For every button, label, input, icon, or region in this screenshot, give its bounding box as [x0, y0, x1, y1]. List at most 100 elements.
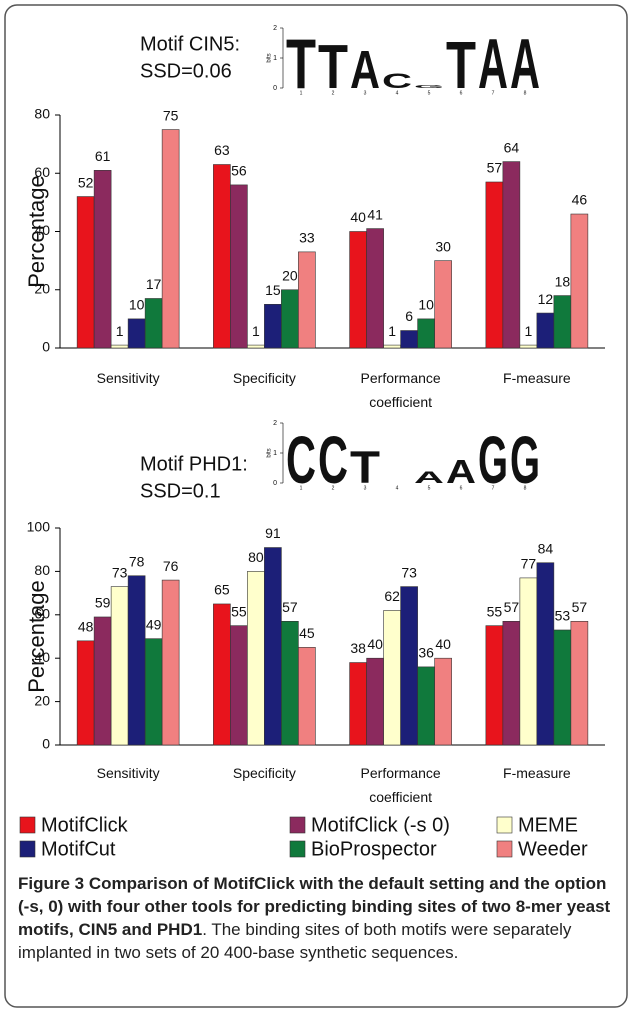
- value-label: 65: [214, 582, 230, 598]
- bar: [213, 164, 231, 349]
- caption: Figure 3 Comparison of MotifClick with t…: [18, 872, 618, 964]
- value-label: 77: [521, 556, 537, 572]
- logo-x-tick-label: 3: [364, 90, 367, 96]
- value-label: 57: [572, 599, 588, 615]
- bar: [298, 251, 316, 349]
- logo-x-tick-label: 1: [300, 90, 303, 96]
- logo-x-tick-label: 5: [428, 90, 431, 96]
- logo-x-tick-label: 1: [300, 485, 303, 491]
- logo-y-tick-label: 2: [273, 25, 277, 32]
- value-label: 73: [112, 564, 128, 580]
- logo-letter: C: [318, 424, 348, 498]
- value-label: 10: [418, 297, 434, 313]
- bar: [281, 621, 299, 746]
- y-tick-label: 80: [34, 562, 50, 578]
- logo-x-tick-label: 7: [492, 90, 495, 96]
- value-label: 80: [248, 549, 264, 565]
- logo-letter: A: [510, 25, 540, 104]
- bar: [349, 662, 367, 746]
- bar: [570, 213, 589, 349]
- value-label: 59: [95, 595, 111, 611]
- y-tick-label: 0: [42, 339, 50, 355]
- logo-letter: A: [446, 454, 476, 491]
- bar: [519, 344, 538, 349]
- logo-letter: C: [286, 424, 316, 498]
- logo-x-tick-label: 8: [524, 90, 527, 96]
- legend-swatch: [496, 816, 513, 834]
- bar: [417, 318, 435, 349]
- logo-x-tick-label: 5: [428, 485, 431, 491]
- caption-title: Comparison of MotifClick with the defaul…: [18, 874, 611, 939]
- value-label: 45: [299, 625, 315, 641]
- value-label: 40: [435, 636, 451, 652]
- bar: [485, 625, 504, 746]
- bar: [230, 184, 248, 349]
- bar: [502, 161, 521, 349]
- value-label: 6: [405, 308, 413, 324]
- logo-y-tick-label: 0: [273, 480, 277, 487]
- bar: [281, 289, 299, 349]
- bar: [161, 579, 180, 746]
- legend-swatch: [289, 816, 306, 834]
- bar: [519, 577, 538, 746]
- bar: [110, 344, 129, 349]
- logo-x-tick-label: 2: [332, 485, 335, 491]
- y-axis-label: Percentage: [24, 580, 49, 693]
- bar: [417, 666, 435, 746]
- value-label: 1: [116, 323, 124, 339]
- y-tick-label: 60: [34, 606, 50, 622]
- bar: [264, 547, 282, 746]
- bar: [213, 603, 231, 746]
- bar: [434, 260, 452, 349]
- logo-x-tick-label: 6: [460, 485, 463, 491]
- bar: [247, 344, 265, 349]
- logo-x-tick-label: 4: [396, 90, 399, 96]
- value-label: 63: [214, 142, 230, 158]
- legend-swatch: [289, 840, 306, 858]
- value-label: 64: [504, 139, 520, 155]
- figure-border: [4, 4, 628, 1008]
- chart-subtitle: SSD=0.1: [140, 480, 221, 502]
- legend-label: BioProspector: [311, 838, 437, 860]
- logo-y-tick-label: 2: [273, 420, 277, 427]
- chart-title: Motif PHD1:: [140, 453, 248, 475]
- value-label: 55: [231, 603, 247, 619]
- bar: [127, 575, 146, 746]
- bar: [485, 181, 504, 349]
- bar: [349, 231, 367, 349]
- logo-letter: C: [382, 70, 412, 93]
- x-tick-label: Performance coefficient: [360, 765, 441, 805]
- bar: [383, 610, 401, 746]
- value-label: 1: [252, 323, 260, 339]
- logo-letter: A: [350, 40, 380, 100]
- y-tick-label: 0: [42, 736, 50, 752]
- value-label: 18: [555, 273, 571, 289]
- x-tick-label: Sensitivity: [96, 765, 160, 781]
- value-label: 75: [163, 107, 179, 123]
- bar: [230, 625, 248, 746]
- logo-y-label: bits: [267, 448, 273, 457]
- logo-letter: A: [414, 468, 444, 487]
- bar: [400, 586, 418, 746]
- logo-x-tick-label: 6: [460, 90, 463, 96]
- y-tick-label: 40: [34, 649, 50, 665]
- value-label: 36: [418, 645, 434, 661]
- logo-letter: T: [318, 32, 348, 102]
- chart-subtitle: SSD=0.06: [140, 60, 232, 82]
- logo-letter: G: [414, 84, 444, 89]
- logo-letter: G: [478, 424, 508, 498]
- value-label: 61: [95, 148, 111, 164]
- logo-x-tick-label: 2: [332, 90, 335, 96]
- value-label: 41: [367, 206, 383, 222]
- value-label: 30: [435, 238, 451, 254]
- legend-label: Weeder: [518, 838, 588, 860]
- value-label: 76: [163, 558, 179, 574]
- value-label: 78: [129, 553, 145, 569]
- x-tick-label: Sensitivity: [96, 370, 160, 386]
- value-label: 1: [388, 323, 396, 339]
- value-label: 53: [555, 608, 571, 624]
- bar: [144, 638, 163, 746]
- y-tick-label: 20: [34, 280, 50, 296]
- bar: [366, 657, 384, 746]
